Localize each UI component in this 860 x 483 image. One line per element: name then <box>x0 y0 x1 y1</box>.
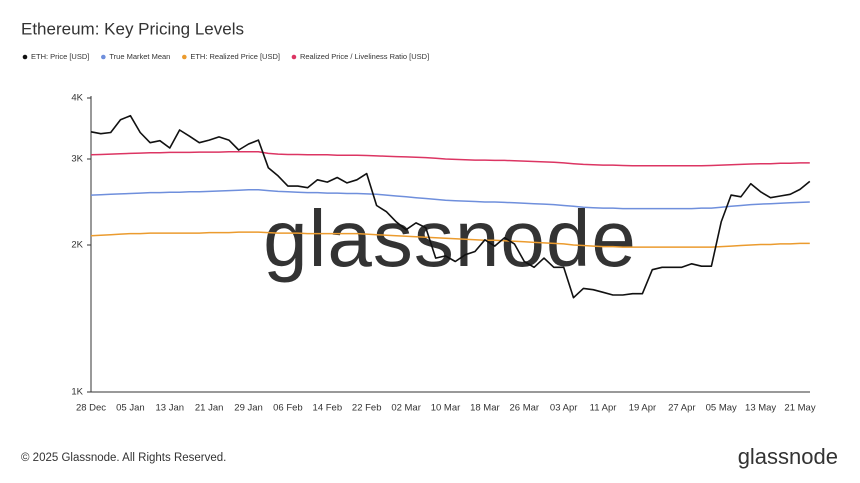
x-tick-label: 18 Mar <box>470 403 500 414</box>
x-tick-label: 02 Mar <box>391 403 421 414</box>
series-line <box>90 150 810 167</box>
x-tick-label: 13 Jan <box>156 403 185 414</box>
x-tick-label: 19 Apr <box>629 403 656 414</box>
series-line <box>90 189 810 210</box>
x-tick-label: 21 Jan <box>195 403 224 414</box>
legend-marker <box>22 54 28 60</box>
x-tick-label: 11 Apr <box>590 403 617 414</box>
x-tick-label: 29 Jan <box>234 403 263 414</box>
x-tick-label: 21 May <box>784 403 815 414</box>
legend-label: True Market Mean <box>109 52 170 61</box>
legend-marker <box>101 54 106 60</box>
y-tick-label: 1K <box>71 387 83 398</box>
x-tick-label: 27 Apr <box>668 403 695 414</box>
x-tick-label: 10 Mar <box>431 403 461 414</box>
x-tick-label: 28 Dec <box>76 403 106 414</box>
y-tick-label: 2K <box>71 240 83 251</box>
legend-label: ETH: Price [USD] <box>31 52 89 61</box>
x-tick-label: 06 Feb <box>273 403 303 414</box>
footer: © 2025 Glassnode. All Rights Reserved. <box>21 452 226 464</box>
x-tick-label: 03 Apr <box>550 403 577 414</box>
x-tick-label: 22 Feb <box>352 403 382 414</box>
legend: ETH: Price [USD] True Market Mean ETH: Rea… <box>22 52 429 61</box>
x-tick-label: 14 Feb <box>313 403 343 414</box>
x-tick-label: 05 May <box>706 403 737 414</box>
series-line <box>90 114 811 299</box>
legend-marker <box>291 54 297 60</box>
series-line <box>90 231 810 248</box>
y-tick-label: 3K <box>71 154 83 165</box>
legend-marker <box>182 54 187 60</box>
logo: glassnode <box>738 444 838 469</box>
legend-label: ETH: Realized Price [USD] <box>190 52 280 61</box>
chart-title: Ethereum: Key Pricing Levels <box>21 19 244 38</box>
x-tick-label: 26 Mar <box>509 403 539 414</box>
legend-label: Realized Price / Liveliness Ratio [USD] <box>300 52 429 61</box>
y-tick-label: 4K <box>71 93 83 104</box>
x-tick-label: 13 May <box>745 403 776 414</box>
x-tick-label: 05 Jan <box>116 403 145 414</box>
